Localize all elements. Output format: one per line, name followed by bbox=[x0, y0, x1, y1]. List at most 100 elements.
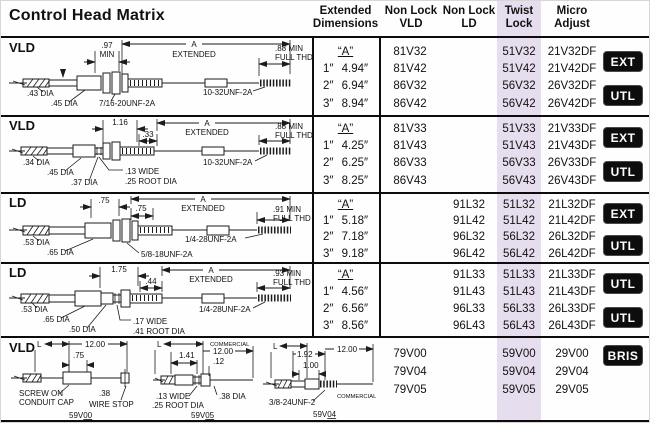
model-number: 21V43DF bbox=[547, 139, 597, 152]
model-number: 21L43DF bbox=[548, 286, 596, 299]
full-thd-label: FULL THD bbox=[273, 278, 311, 287]
dia-43-label: .43 DIA bbox=[27, 89, 54, 98]
model-number: 91L43 bbox=[453, 286, 485, 299]
dia-53-label: .53 DIA bbox=[21, 305, 48, 314]
dim-175-label: 1.75 bbox=[111, 265, 127, 274]
dim-1200-label: 12.00 bbox=[85, 340, 106, 349]
model-number: 51V32 bbox=[502, 45, 536, 58]
model-number: 21V32DF bbox=[547, 45, 597, 58]
dim-a-label: A bbox=[204, 119, 210, 128]
model-number: 51L42 bbox=[503, 215, 535, 228]
model-number: 56L42 bbox=[503, 247, 535, 260]
dimension-value: 2″ 6.94″ bbox=[322, 80, 369, 93]
model-number: 26L33DF bbox=[548, 303, 596, 316]
wide-17-label: .17 WIDE bbox=[133, 317, 167, 326]
model-number: 21L32DF bbox=[548, 199, 596, 212]
section-5-table: 79V00 59V00 29V00 79V04 59V04 29V04 79V0… bbox=[312, 345, 649, 399]
section-2-table: “A” 81V33 51V33 21V33DF 1″ 4.25″ 81V43 5… bbox=[312, 120, 649, 189]
model-number: 56L43 bbox=[503, 320, 535, 333]
page-title: Control Head Matrix bbox=[9, 7, 165, 24]
dimension-value: 3″ 9.18″ bbox=[322, 247, 369, 260]
dimension-a: “A” bbox=[337, 269, 354, 282]
unf-1032-label: 10-32UNF-2A bbox=[203, 88, 253, 97]
header-rule bbox=[1, 36, 649, 38]
dim-a-label: A bbox=[208, 266, 214, 275]
extended-label: EXTENDED bbox=[189, 275, 233, 284]
header-line: Extended bbox=[319, 5, 372, 17]
dimension-a: “A” bbox=[337, 122, 354, 135]
header-line: VLD bbox=[399, 18, 423, 30]
column-header-nonlock-vld: Non Lock VLD bbox=[381, 5, 441, 31]
section-divider bbox=[1, 336, 649, 338]
model-number: 96L33 bbox=[453, 303, 485, 316]
column-rule-left bbox=[312, 38, 314, 336]
dim-75b-label: .75 bbox=[135, 204, 147, 213]
model-number: 26L32DF bbox=[548, 231, 596, 244]
column-header-twist-lock: Twist Lock bbox=[497, 5, 541, 31]
dim-l-label: L bbox=[157, 340, 162, 349]
model-number: 56V32 bbox=[502, 80, 536, 93]
unf-38-label: 3/8-24UNF-2 bbox=[269, 398, 316, 407]
dimension-value: 3″ 8.56″ bbox=[322, 320, 369, 333]
model-number: 86V32 bbox=[393, 80, 427, 93]
model-number: 26L42DF bbox=[548, 247, 596, 260]
dim-97-label: .97 bbox=[101, 41, 113, 50]
model-number: 51L33 bbox=[503, 269, 535, 282]
column-header-nonlock-ld: Non Lock LD bbox=[439, 5, 499, 31]
model-number: 91L42 bbox=[453, 215, 485, 228]
dia-45-label: .45 DIA bbox=[47, 168, 74, 177]
section-divider bbox=[1, 192, 649, 194]
full-thd-label: FULL THD bbox=[275, 131, 312, 140]
model-number: 81V33 bbox=[393, 122, 427, 135]
model-number: 56L32 bbox=[503, 231, 535, 244]
dimension-value: 3″ 8.25″ bbox=[322, 174, 369, 187]
utl-badge: UTL bbox=[603, 273, 643, 294]
wide-13-label: .13 WIDE bbox=[125, 167, 159, 176]
column-header-micro-adjust: Micro Adjust bbox=[541, 5, 603, 31]
ext-badge: EXT bbox=[603, 127, 643, 148]
dim-116-label: 1.16 bbox=[112, 118, 128, 127]
header-line: Adjust bbox=[554, 18, 590, 30]
model-number: 96L43 bbox=[453, 320, 485, 333]
section-label: LD bbox=[9, 195, 27, 210]
dimension-value: 2″ 7.18″ bbox=[322, 231, 369, 244]
dim-100-label: 1.00 bbox=[303, 361, 319, 370]
full-thd-label: FULL THD bbox=[275, 53, 312, 62]
section-label: LD bbox=[9, 265, 27, 280]
dim-38-label: .38 bbox=[99, 389, 111, 398]
model-number: 91L33 bbox=[453, 269, 485, 282]
header-line: LD bbox=[461, 18, 477, 30]
model-59v04: 59V04 bbox=[313, 410, 337, 419]
model-number: 51L43 bbox=[503, 286, 535, 299]
twist-lock-highlight-band bbox=[497, 1, 541, 420]
extended-label: EXTENDED bbox=[181, 204, 225, 213]
header-line: Micro bbox=[556, 5, 588, 17]
model-number: 56V33 bbox=[502, 157, 536, 170]
header-line: Dimensions bbox=[312, 18, 379, 30]
header-line: Lock bbox=[505, 18, 533, 30]
unf-1032-label: 10-32UNF-2A bbox=[203, 158, 253, 167]
header-line: Non Lock bbox=[442, 5, 496, 17]
wire-stop-label: WIRE STOP bbox=[89, 400, 134, 409]
dimension-value: 2″ 6.56″ bbox=[322, 303, 369, 316]
dimension-value: 1″ 4.94″ bbox=[322, 63, 369, 76]
dia-45-label: .45 DIA bbox=[51, 99, 78, 108]
vld-extended-drawing-2: 1.16 .33 A EXTENDED .88 MIN FULL THD 10-… bbox=[9, 118, 312, 187]
dim-44-label: .44 bbox=[145, 277, 157, 286]
section-3-table: “A” 91L32 51L32 21L32DF 1″ 5.18″ 91L42 5… bbox=[312, 197, 649, 262]
full-thd-label: FULL THD bbox=[273, 214, 311, 223]
dia-34-label: .34 DIA bbox=[23, 158, 50, 167]
model-number: 79V05 bbox=[393, 384, 427, 396]
utl-badge: UTL bbox=[603, 161, 643, 182]
wide-13-label: .13 WIDE bbox=[156, 392, 190, 401]
dim-l-label: L bbox=[273, 342, 278, 351]
model-number: 59V00 bbox=[502, 348, 536, 360]
model-number: 51L32 bbox=[503, 199, 535, 212]
dimension-value: 2″ 6.25″ bbox=[322, 157, 369, 170]
model-number: 29V05 bbox=[555, 384, 589, 396]
root-dia-41-label: .41 ROOT DIA bbox=[133, 327, 186, 336]
model-number: 26V43DF bbox=[547, 174, 597, 187]
dimension-value: 1″ 4.25″ bbox=[322, 139, 369, 152]
model-number: 51V33 bbox=[502, 122, 536, 135]
